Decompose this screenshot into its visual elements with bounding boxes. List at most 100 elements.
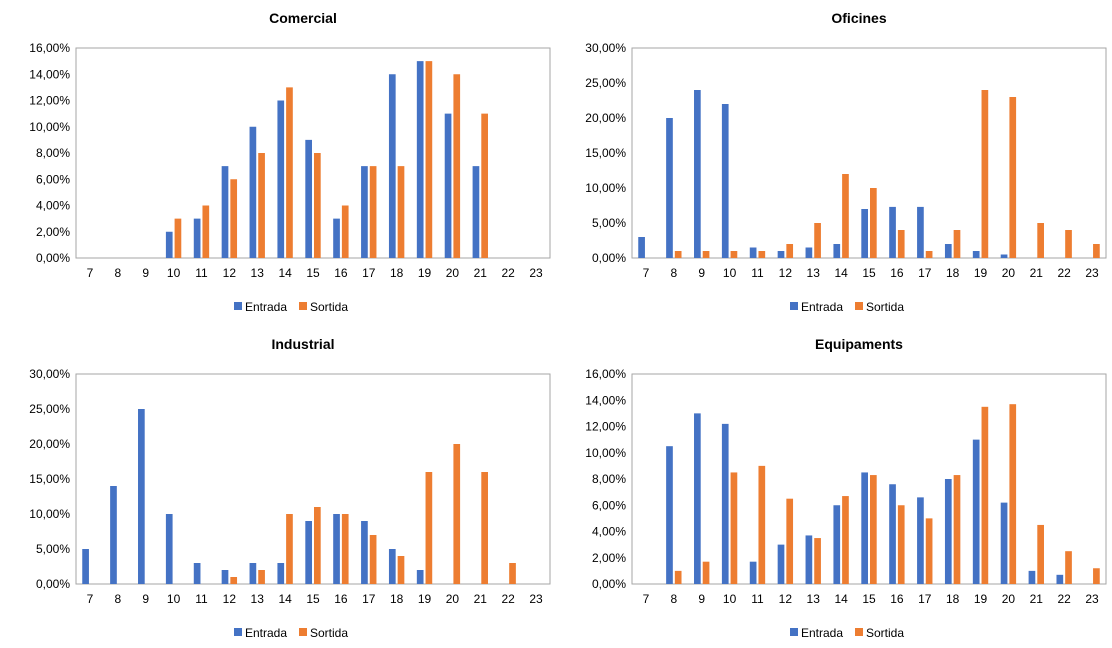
bar-sortida — [258, 570, 265, 584]
bar-entrada — [444, 113, 452, 258]
y-tick-label: 6,00% — [592, 498, 626, 512]
bar-entrada — [165, 514, 173, 584]
bar-entrada — [82, 549, 89, 584]
x-tick-label: 21 — [1030, 266, 1044, 280]
plot-area-border — [631, 373, 1107, 585]
bar-entrada — [666, 446, 673, 584]
x-tick-label: 7 — [87, 266, 94, 280]
bar-sortida — [481, 472, 488, 584]
bar-entrada — [138, 409, 145, 584]
bar-entrada — [777, 251, 785, 258]
x-tick-label: 16 — [890, 266, 904, 280]
bar-entrada — [833, 244, 841, 258]
x-tick-label: 23 — [529, 266, 543, 280]
y-tick-label: 25,00% — [29, 402, 70, 416]
x-tick-label: 22 — [1057, 266, 1071, 280]
y-tick-label: 5,00% — [592, 216, 626, 230]
bar-sortida — [314, 507, 321, 584]
y-tick-label: 8,00% — [592, 472, 626, 486]
x-tick-label: 17 — [918, 592, 932, 606]
bar-entrada — [944, 479, 952, 584]
y-tick-label: 14,00% — [585, 393, 626, 407]
legend-label-sortida: Sortida — [866, 300, 904, 314]
x-tick-label: 17 — [362, 592, 376, 606]
bar-entrada — [889, 206, 896, 258]
bar-sortida — [925, 251, 933, 258]
legend-label-entrada: Entrada — [245, 300, 287, 314]
bar-sortida — [1065, 230, 1072, 258]
bar-sortida — [786, 244, 794, 258]
y-tick-label: 0,00% — [36, 251, 70, 265]
bar-entrada — [249, 563, 257, 584]
bar-entrada — [305, 139, 312, 258]
bar-entrada — [721, 423, 729, 584]
x-tick-label: 11 — [195, 266, 208, 280]
bar-sortida — [730, 251, 738, 258]
x-tick-label: 12 — [223, 266, 237, 280]
x-tick-label: 19 — [418, 266, 432, 280]
bar-sortida — [425, 472, 433, 584]
bar-entrada — [361, 521, 368, 584]
x-tick-label: 11 — [195, 592, 208, 606]
x-tick-label: 11 — [751, 266, 764, 280]
y-tick-label: 4,00% — [592, 525, 626, 539]
bar-sortida — [1009, 97, 1017, 258]
bar-entrada — [694, 413, 701, 584]
bar-sortida — [842, 496, 849, 584]
y-tick-label: 20,00% — [29, 437, 70, 451]
x-tick-label: 21 — [474, 592, 488, 606]
bar-sortida — [230, 179, 238, 258]
bar-sortida — [981, 90, 989, 258]
bar-entrada — [110, 486, 117, 584]
x-tick-label: 7 — [643, 266, 650, 280]
x-tick-label: 12 — [779, 266, 793, 280]
x-tick-label: 8 — [670, 592, 677, 606]
x-tick-label: 23 — [529, 592, 543, 606]
bar-sortida — [174, 218, 182, 258]
bar-entrada — [861, 472, 868, 584]
x-tick-label: 19 — [974, 592, 988, 606]
bar-entrada — [277, 100, 285, 258]
bar-sortida — [202, 205, 210, 258]
bar-entrada — [749, 247, 757, 258]
x-tick-label: 15 — [306, 592, 320, 606]
x-tick-label: 9 — [698, 592, 705, 606]
legend-label-entrada: Entrada — [245, 626, 287, 640]
bar-sortida — [981, 406, 989, 584]
bar-entrada — [666, 118, 673, 258]
x-tick-label: 23 — [1085, 592, 1099, 606]
bar-sortida — [1093, 568, 1100, 584]
bar-sortida — [897, 505, 905, 584]
x-tick-label: 13 — [251, 592, 265, 606]
legend-swatch-sortida — [855, 302, 863, 310]
bar-sortida — [1065, 551, 1072, 584]
x-tick-label: 13 — [251, 266, 265, 280]
bar-sortida — [814, 538, 821, 584]
bar-sortida — [397, 556, 405, 584]
bar-sortida — [341, 514, 349, 584]
y-tick-label: 0,00% — [592, 577, 626, 591]
x-tick-label: 10 — [167, 592, 181, 606]
bar-entrada — [749, 561, 757, 584]
y-tick-label: 10,00% — [29, 120, 70, 134]
legend-swatch-entrada — [234, 628, 242, 636]
chart-industrial-svg: Industrial 0,00% 5,00% 10,00% 15,00% 20,00% 25… — [29, 336, 551, 640]
bar-sortida — [953, 475, 961, 584]
legend-swatch-entrada — [234, 302, 242, 310]
bar-sortida — [870, 475, 877, 584]
x-tick-label: 15 — [862, 592, 876, 606]
bar-entrada — [165, 231, 173, 258]
chart-industrial: Industrial 0,00% 5,00% 10,00% 15,00% 20,00% 25… — [0, 326, 556, 648]
bar-entrada — [944, 244, 952, 258]
bar-sortida — [341, 205, 349, 258]
bar-entrada — [805, 535, 813, 584]
chart-oficines-svg: Oficines 0,00% 5,00% 10,00% 15,00% 20,00% 25,0… — [585, 10, 1107, 314]
x-tick-label: 18 — [390, 592, 404, 606]
bar-sortida — [674, 251, 682, 258]
bar-sortida — [1037, 524, 1044, 584]
bar-entrada — [917, 497, 924, 584]
x-tick-label: 22 — [1057, 592, 1071, 606]
x-tick-label: 18 — [946, 592, 960, 606]
bar-entrada — [388, 549, 396, 584]
bar-sortida — [730, 472, 738, 584]
